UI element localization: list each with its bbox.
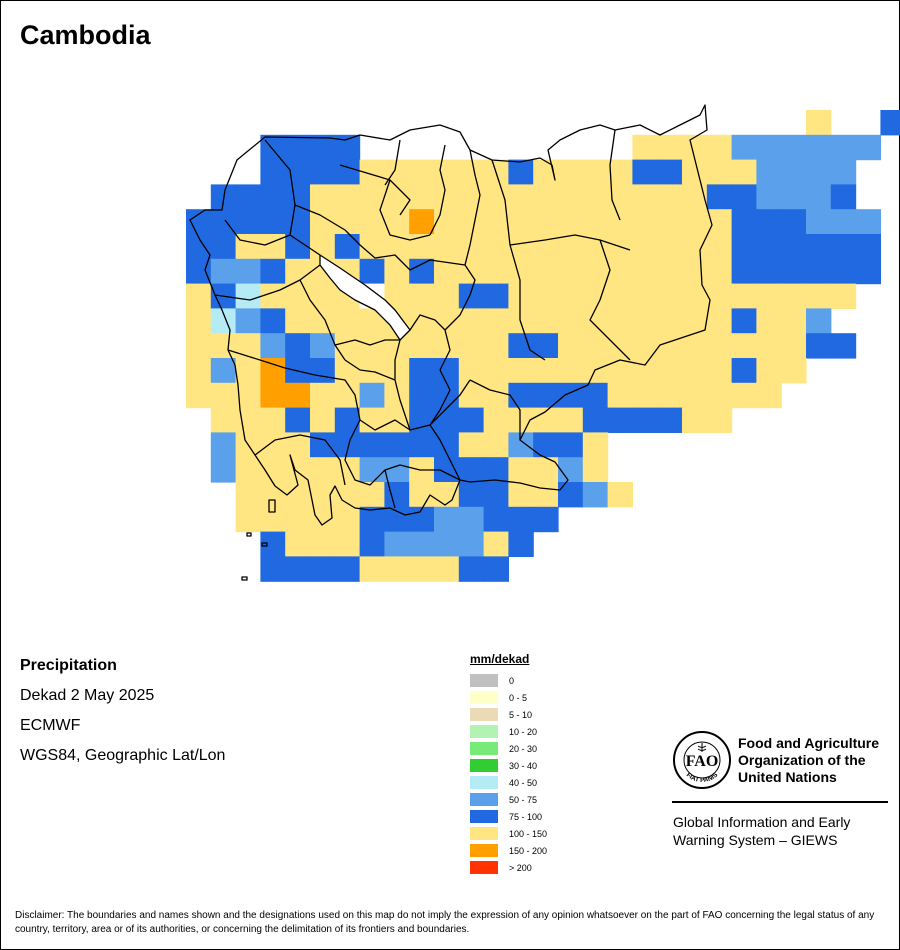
- precipitation-grid: [186, 110, 900, 582]
- legend-label: 30 - 40: [509, 760, 538, 771]
- period-label: Dekad 2 May 2025: [20, 687, 155, 704]
- legend-item: 75 - 100: [470, 808, 590, 825]
- legend-item: 50 - 75: [470, 791, 590, 808]
- legend-title: mm/dekad: [470, 652, 530, 666]
- legend-item: 20 - 30: [470, 740, 590, 757]
- legend-swatch: [470, 725, 498, 738]
- legend-label: 50 - 75: [509, 794, 538, 805]
- province-boundaries: [189, 104, 713, 581]
- projection-label: WGS84, Geographic Lat/Lon: [20, 747, 226, 764]
- legend-item: 30 - 40: [470, 757, 590, 774]
- legend-label: 10 - 20: [509, 726, 538, 737]
- source-label: ECMWF: [20, 717, 81, 734]
- legend-label: > 200: [509, 862, 532, 873]
- fao-emblem-icon: FAO FIAT PANIS: [673, 731, 731, 789]
- giews-name: Global Information and Early Warning Sys…: [673, 814, 851, 848]
- precipitation-map: [186, 104, 900, 582]
- legend-swatch: [470, 776, 498, 789]
- legend-swatch: [470, 691, 498, 704]
- legend-item: 0 - 5: [470, 689, 590, 706]
- legend-item: 0: [470, 672, 590, 689]
- legend-item: 40 - 50: [470, 774, 590, 791]
- legend-item: 5 - 10: [470, 706, 590, 723]
- legend-item: 150 - 200: [470, 842, 590, 859]
- legend-swatch: [470, 827, 498, 840]
- legend-item: > 200: [470, 859, 590, 876]
- legend-swatch: [470, 708, 498, 721]
- legend-swatch: [470, 844, 498, 857]
- legend-swatch: [470, 674, 498, 687]
- legend-swatch: [470, 810, 498, 823]
- logo-divider: [672, 801, 888, 803]
- legend-label: 150 - 200: [509, 845, 548, 856]
- legend-label: 0: [509, 675, 515, 686]
- disclaimer: Disclaimer: The boundaries and names sho…: [15, 910, 875, 935]
- fao-name: Food and Agriculture Organization of the…: [738, 735, 880, 785]
- variable-label: Precipitation: [20, 657, 117, 674]
- legend-item: 10 - 20: [470, 723, 590, 740]
- legend-swatch: [470, 861, 498, 874]
- legend-label: 5 - 10: [509, 709, 533, 720]
- legend-label: 75 - 100: [509, 811, 543, 822]
- legend-label: 0 - 5: [509, 692, 528, 703]
- svg-text:FAO: FAO: [686, 753, 719, 770]
- legend-items: 0 0 - 5 5 - 10 10 - 20 20 - 30 30 - 40 40 - 50…: [470, 672, 590, 876]
- legend-label: 40 - 50: [509, 777, 538, 788]
- legend: mm/dekad 0 0 - 5 5 - 10 10 - 20 20 - 30 30 - …: [470, 652, 590, 876]
- legend-label: 20 - 30: [509, 743, 538, 754]
- legend-swatch: [470, 742, 498, 755]
- legend-label: 100 - 150: [509, 828, 548, 839]
- map-title: Cambodia: [20, 20, 151, 50]
- legend-swatch: [470, 793, 498, 806]
- svg-text:FIAT PANIS: FIAT PANIS: [685, 771, 720, 784]
- legend-item: 100 - 150: [470, 825, 590, 842]
- legend-swatch: [470, 759, 498, 772]
